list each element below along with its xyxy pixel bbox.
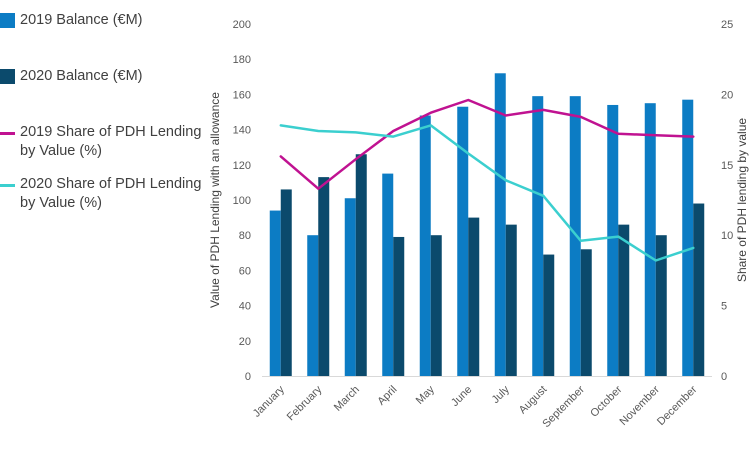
left-axis-tick-label: 180 [233,54,251,66]
right-axis-tick-label: 25 [721,19,733,31]
bar-2019-january [269,210,281,376]
bar-2020-january [280,189,292,376]
left-axis-tick-label: 160 [233,89,251,101]
line-2020-share [279,124,695,262]
legend-label: 2020 Share of PDH Lending by Value (%) [20,176,202,211]
legend-label: 2020 Balance (€M) [20,68,143,84]
bar-2020-june [468,217,480,376]
right-axis-tick-label: 20 [721,89,733,101]
bar-2019-may [419,115,431,377]
left-axis-tick-label: 120 [233,160,251,172]
left-axis-tick-label: 20 [239,336,251,348]
x-axis-label-december: December [655,383,700,428]
bar-2019-august [532,96,544,376]
x-axis-label-october: October [588,383,624,419]
bar-2019-april [382,173,394,376]
bar-2019-december [682,99,694,377]
left-axis-tick-label: 140 [233,125,251,137]
legend-item-4: 2020 Share of PDH Lending by Value (%) [0,175,205,213]
bar-2019-march [344,198,356,376]
left-axis-tick-label: 100 [233,195,251,207]
bar-2019-november [644,103,656,376]
legend-swatch [0,132,15,135]
bar-2019-june [457,106,469,376]
x-axis-label-march: March [332,384,362,414]
left-axis-tick-label: 40 [239,301,251,313]
x-axis-label-january: January [251,383,288,420]
bar-2019-october [607,104,619,377]
legend-item-3: 2019 Share of PDH Lending by Value (%) [0,123,205,161]
x-axis-label-may: May [414,383,438,407]
legend-item-1: 2019 Balance (€M) [0,11,205,30]
legend-swatch [0,69,15,84]
bar-2020-october [618,224,630,376]
right-axis-title: Share of PDH lending by value [735,118,749,282]
legend-label: 2019 Balance (€M) [20,12,143,28]
bar-2020-april [393,236,405,376]
chart-legend: 2019 Balance (€M) 2020 Balance (€M) 2019 S… [0,0,215,230]
left-axis-title: Value of PDH Lending with an allowance [208,92,222,308]
bar-2020-february [318,177,330,376]
right-axis-tick-label: 15 [721,160,733,172]
bar-2020-july [505,224,517,376]
right-axis-tick-label: 5 [721,301,727,313]
legend-swatch [0,13,15,28]
x-axis-label-june: June [449,384,474,409]
right-axis-tick-label: 10 [721,230,733,242]
bar-2020-november [655,235,667,376]
bar-2020-august [543,254,555,376]
left-axis-tick-label: 80 [239,230,251,242]
legend-label: 2019 Share of PDH Lending by Value (%) [20,124,202,159]
left-axis-tick-label: 0 [245,371,251,383]
right-axis-tick-label: 0 [721,371,727,383]
bar-2020-september [580,249,592,376]
left-axis-tick-label: 60 [239,265,251,277]
bar-2020-may [430,235,442,376]
legend-item-2: 2020 Balance (€M) [0,67,205,86]
bar-2020-december [693,203,705,376]
left-axis-tick-label: 200 [233,19,251,31]
x-axis-label-february: February [285,383,325,423]
bar-2019-july [494,73,506,376]
bar-2019-february [307,235,319,376]
x-axis-label-april: April [375,384,399,408]
x-axis-label-august: August [517,384,550,417]
x-axis-label-july: July [490,383,513,406]
legend-swatch [0,184,15,187]
bar-2020-march [355,154,367,376]
line-2019-share [279,98,695,190]
